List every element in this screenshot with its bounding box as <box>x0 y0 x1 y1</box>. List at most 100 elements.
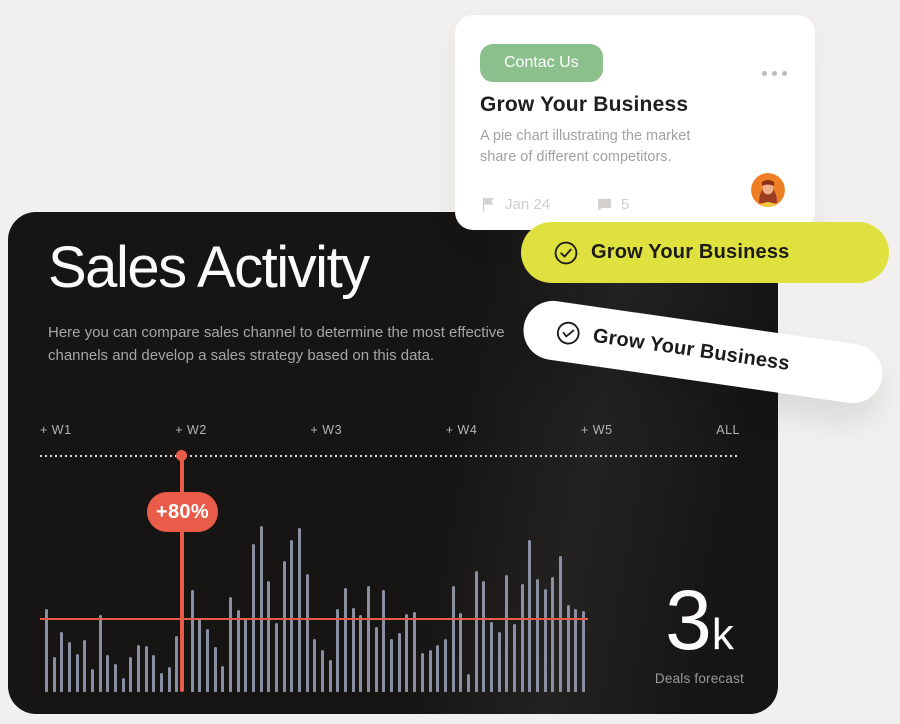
tab-w4[interactable]: + W4 <box>445 423 478 437</box>
bar <box>236 610 240 692</box>
bar <box>497 632 501 692</box>
bar <box>68 642 71 692</box>
bar <box>98 615 102 692</box>
average-reference-line <box>40 618 588 620</box>
stat-label: Deals forecast <box>654 671 744 686</box>
bar <box>267 581 271 692</box>
ellipsis-icon[interactable] <box>762 71 787 76</box>
bar <box>229 597 233 692</box>
bar <box>443 639 447 692</box>
bar <box>83 640 87 692</box>
week-tabs: + W1 + W2 + W3 + W4 + W5 ALL <box>40 423 740 437</box>
bar <box>520 584 524 692</box>
bar <box>436 645 440 692</box>
bar <box>344 588 348 692</box>
bar <box>213 647 217 692</box>
tab-w1[interactable]: + W1 <box>40 423 72 437</box>
bar <box>574 609 578 692</box>
pill-label: Grow Your Business <box>591 324 792 375</box>
check-circle-icon <box>553 240 579 266</box>
bar <box>413 612 417 692</box>
bar <box>405 614 409 692</box>
user-avatar[interactable] <box>751 173 785 207</box>
bar <box>528 540 532 692</box>
task-date: Jan 24 <box>505 196 551 213</box>
tab-w2[interactable]: + W2 <box>175 423 207 437</box>
bar <box>390 639 394 692</box>
check-circle-icon <box>554 318 583 347</box>
pill-grow-your-business-selected[interactable]: Grow Your Business <box>521 222 889 283</box>
bar <box>290 540 294 692</box>
bar <box>474 571 478 692</box>
stat-value: 3 <box>665 573 712 668</box>
flag-icon <box>480 196 497 213</box>
bar <box>198 619 202 692</box>
bar <box>359 615 363 692</box>
bar <box>543 589 547 692</box>
bar <box>175 636 179 692</box>
bar <box>190 590 194 692</box>
bar <box>459 613 463 692</box>
bar <box>482 581 486 692</box>
bar <box>397 633 401 692</box>
tab-w5[interactable]: + W5 <box>581 423 613 437</box>
bar <box>91 669 95 692</box>
bar <box>298 528 302 692</box>
growth-badge: +80% <box>147 492 218 532</box>
bar <box>75 654 79 692</box>
bar <box>466 674 470 692</box>
bar <box>566 605 570 692</box>
bar <box>451 586 455 692</box>
bar <box>489 622 493 692</box>
task-meta-row: Jan 24 5 <box>480 196 629 213</box>
selected-week-marker-line <box>180 456 184 692</box>
bar <box>275 623 279 692</box>
bar <box>129 657 133 692</box>
bar-chart <box>8 212 778 714</box>
contact-us-button[interactable]: Contac Us <box>480 44 603 82</box>
timeline-scrubber-handle[interactable] <box>176 450 187 461</box>
sales-card-description: Here you can compare sales channel to de… <box>48 324 505 364</box>
task-card: Contac Us Grow Your Business A pie chart… <box>455 15 815 230</box>
task-card-title: Grow Your Business <box>480 93 689 116</box>
tab-all[interactable]: ALL <box>716 423 740 437</box>
stat-number: 3 k <box>655 573 744 668</box>
comment-icon <box>596 196 613 213</box>
bar <box>144 646 148 692</box>
sales-card-title: Sales Activity <box>48 235 370 300</box>
bar <box>137 645 141 692</box>
bar <box>367 586 371 692</box>
bar <box>121 678 125 692</box>
tab-w3[interactable]: + W3 <box>310 423 343 437</box>
bar <box>581 611 585 692</box>
bar <box>114 664 118 692</box>
bar <box>512 624 516 692</box>
pill-label: Grow Your Business <box>591 241 790 263</box>
bar <box>305 574 309 692</box>
task-comments-count: 5 <box>621 196 630 213</box>
bar <box>167 667 171 692</box>
sales-activity-card: Sales Activity Here you can compare sale… <box>8 212 778 714</box>
bar <box>259 526 263 692</box>
bar <box>328 660 332 692</box>
bar <box>428 650 432 692</box>
pill-grow-your-business[interactable]: Grow Your Business <box>519 297 887 408</box>
timeline-dotted-line <box>40 455 739 457</box>
bar <box>282 561 286 692</box>
deals-forecast-stat: 3 k Deals forecast <box>654 573 744 686</box>
bar <box>420 653 424 692</box>
bar <box>535 579 539 692</box>
bar <box>221 666 225 692</box>
bar <box>106 655 110 692</box>
bar <box>382 590 386 692</box>
stat-unit: k <box>711 610 734 660</box>
bar <box>60 632 64 692</box>
bar <box>321 650 325 692</box>
bar <box>558 556 562 692</box>
bar <box>551 577 555 692</box>
bar <box>313 639 317 692</box>
bar <box>336 609 340 692</box>
task-card-description: A pie chart illustrating the market shar… <box>480 128 691 166</box>
bar <box>206 629 210 692</box>
